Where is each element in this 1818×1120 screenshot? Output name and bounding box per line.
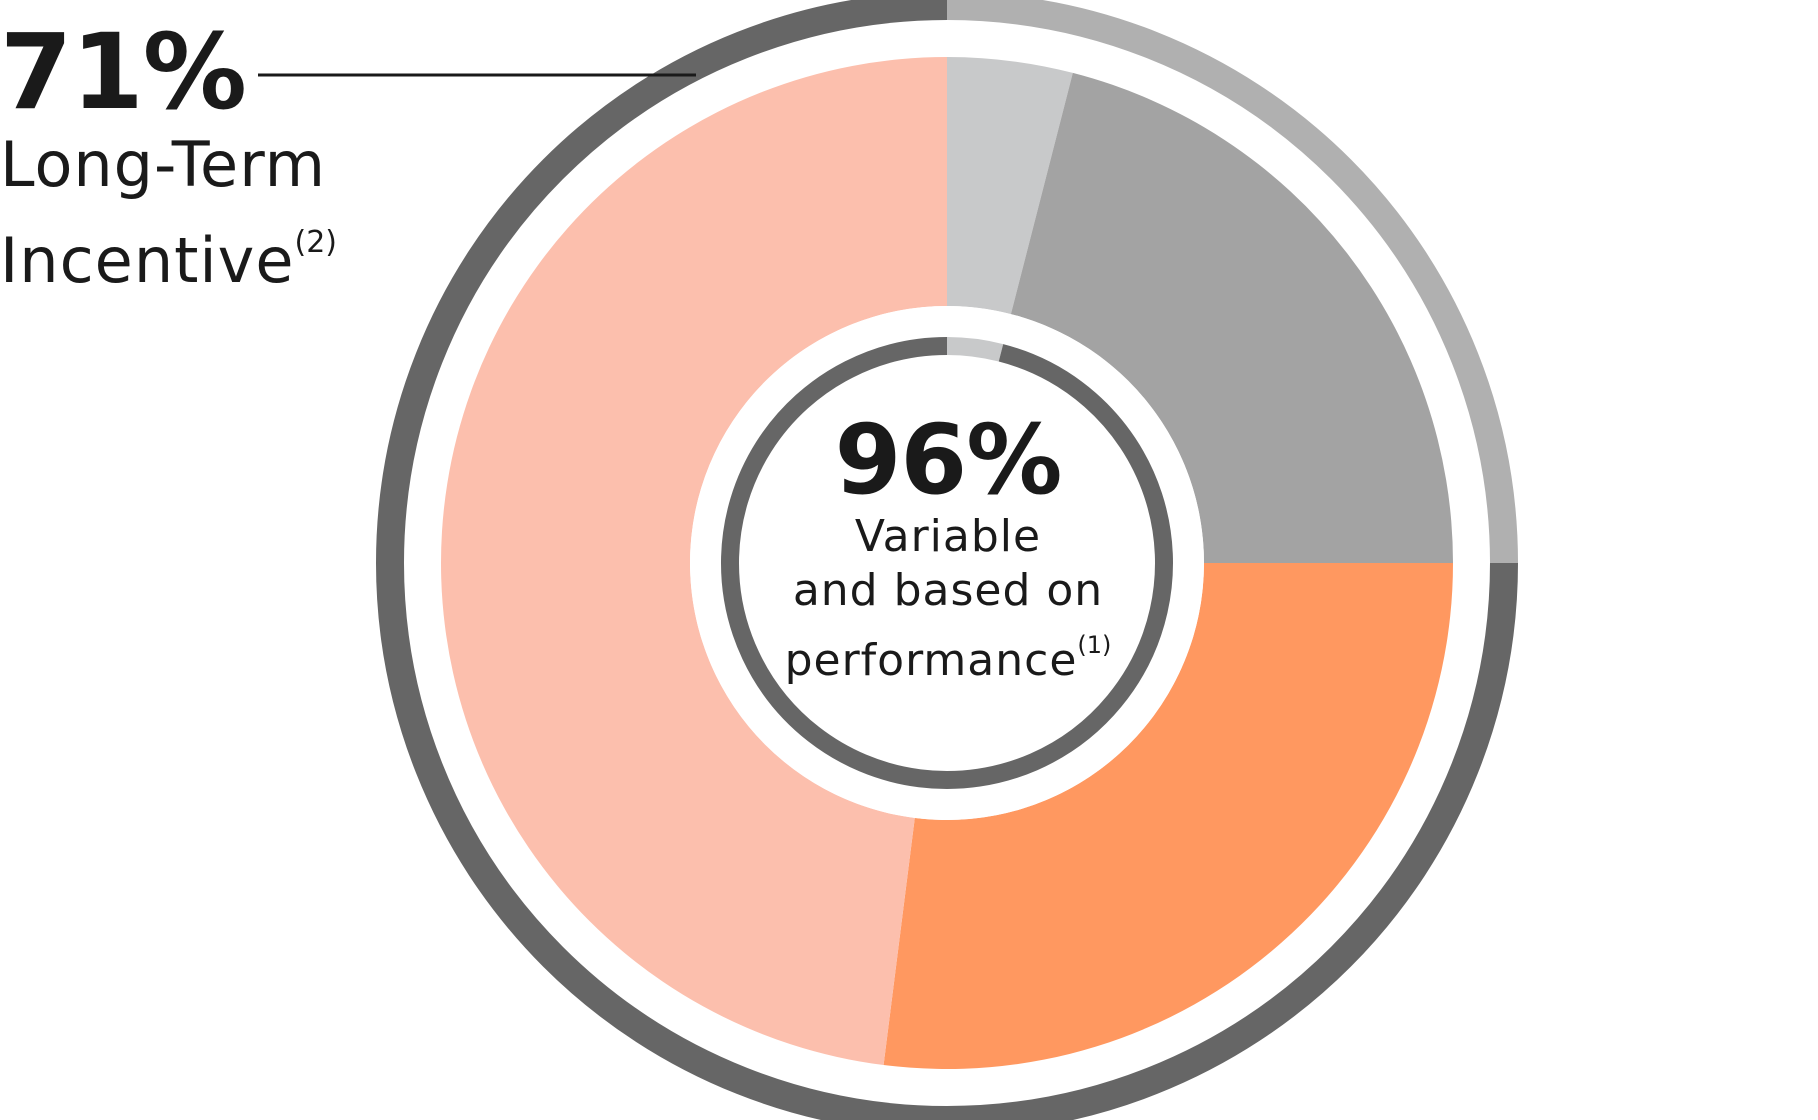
long-term-incentive-label-line2: Incentive(2) [0, 204, 337, 300]
center-disk [690, 306, 1204, 820]
pay-mix-slice-2 [1010, 72, 1453, 564]
variable-pay-ring-segment-2 [721, 337, 1173, 789]
variable-pay-label-line2: and based on [792, 565, 1104, 616]
long-term-incentive-label-line1: Long-Term [0, 128, 326, 201]
footnote-marker-1: (1) [1077, 631, 1112, 659]
long-term-incentive-percent: 71% [0, 11, 247, 133]
outer-ring-segment-2 [376, 0, 1518, 1120]
variable-pay-label-line3: performance(1) [748, 618, 1148, 688]
pay-mix-slice-4 [440, 57, 947, 1066]
footnote-marker-2: (2) [294, 225, 337, 260]
outer-ring-segment-1 [946, 0, 1518, 564]
long-term-incentive-label-text: Incentive [0, 224, 295, 297]
pay-mix-slices [440, 57, 1453, 1069]
pay-mix-slice-1 [947, 57, 1073, 315]
long-term-incentive-callout: 71% Long-Term Incentive(2) [0, 18, 337, 300]
variable-pay-ring [690, 306, 1204, 820]
variable-pay-ring-segment-1 [946, 337, 1004, 362]
variable-pay-label-line1: Variable [854, 511, 1042, 562]
variable-pay-percent: 96% [834, 404, 1063, 516]
pay-mix-slice-3 [883, 563, 1453, 1069]
variable-pay-summary: 96% Variable and based on performance(1) [748, 410, 1148, 688]
outer-ring [376, 0, 1518, 1120]
variable-pay-label-text: performance [784, 635, 1078, 686]
